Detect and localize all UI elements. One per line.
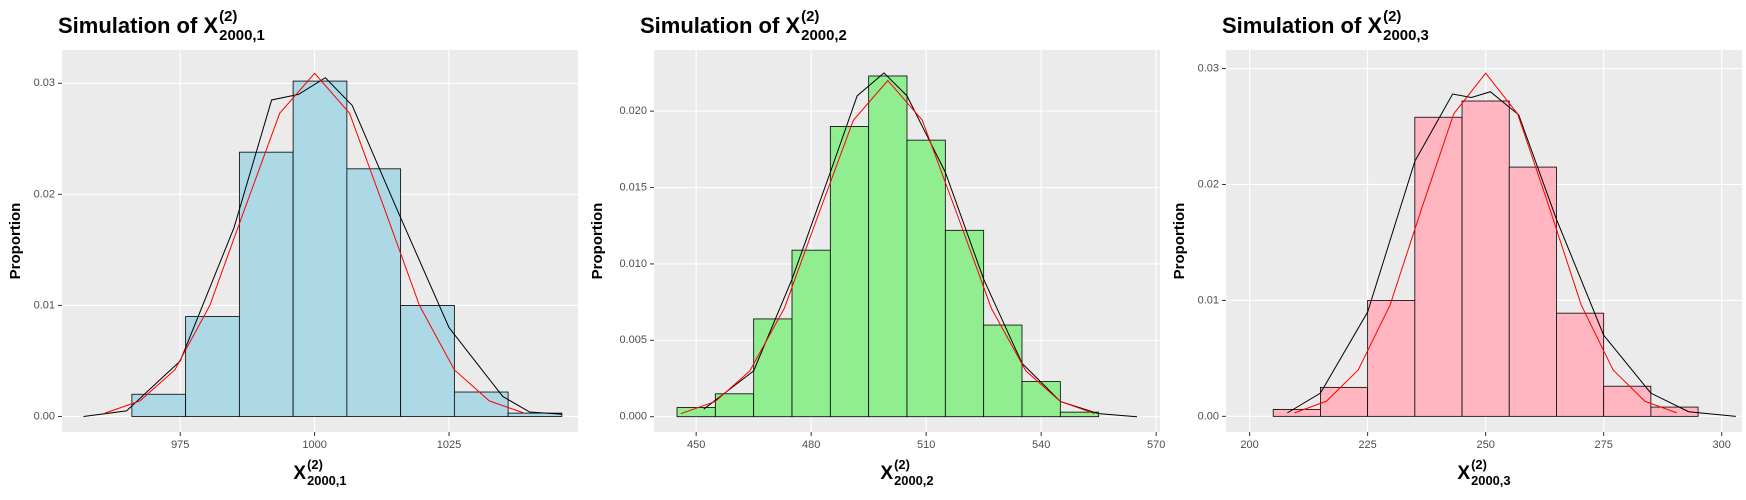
- y-tick-label: 0.015: [619, 181, 647, 193]
- x-axis-label-sup: (2): [1471, 457, 1487, 472]
- x-axis-label: X: [880, 463, 893, 484]
- y-tick-label: 0.01: [34, 299, 55, 311]
- x-tick-label: 540: [1032, 439, 1050, 451]
- bar: [944, 229, 985, 418]
- y-tick-label: 0.00: [1198, 410, 1219, 422]
- bar: [676, 407, 716, 418]
- bar: [983, 324, 1023, 418]
- chart-title-sup: (2): [219, 8, 237, 25]
- x-axis-label-sub: 2000,1: [307, 473, 346, 488]
- chart-title-sub: 2000,2: [801, 27, 847, 44]
- x-tick-label: 275: [1594, 439, 1612, 451]
- bar: [346, 168, 402, 417]
- chart-title-sup: (2): [801, 8, 819, 25]
- x-tick-label: 975: [171, 439, 189, 451]
- x-tick-label: 200: [1240, 439, 1258, 451]
- bar: [1414, 116, 1463, 417]
- chart-title: Simulation of X: [640, 13, 800, 38]
- y-axis-label: Proportion: [589, 203, 606, 280]
- bar: [1556, 312, 1605, 417]
- bar: [1603, 385, 1652, 417]
- x-axis-label-sub: 2000,2: [894, 473, 933, 488]
- x-axis-label: X: [293, 463, 306, 484]
- chart-title: Simulation of X: [58, 13, 218, 38]
- y-tick-label: 0.00: [34, 410, 55, 422]
- x-axis-label-sup: (2): [894, 457, 910, 472]
- bar: [714, 393, 755, 418]
- density-line: [680, 79, 1095, 415]
- y-axis-label: Proportion: [7, 203, 24, 280]
- x-axis-label: X: [1457, 463, 1470, 484]
- x-tick-label: 480: [802, 439, 820, 451]
- y-tick-label: 0.01: [1198, 294, 1219, 306]
- x-tick-label: 250: [1476, 439, 1494, 451]
- bar: [1059, 411, 1100, 418]
- bar: [1272, 408, 1321, 417]
- y-tick-label: 0.02: [34, 188, 55, 200]
- x-axis-label-sup: (2): [307, 457, 323, 472]
- y-tick-label: 0.020: [619, 105, 647, 117]
- y-tick-label: 0.005: [619, 334, 647, 346]
- bar: [906, 139, 946, 418]
- bar: [131, 393, 187, 417]
- x-tick-label: 570: [1147, 439, 1165, 451]
- bar: [1508, 166, 1557, 417]
- bar: [507, 412, 563, 417]
- x-tick-label: 510: [917, 439, 935, 451]
- x-tick-label: 225: [1358, 439, 1376, 451]
- chart-title: Simulation of X: [1222, 13, 1382, 38]
- chart-title-sub: 2000,1: [219, 27, 265, 44]
- bar: [1320, 386, 1369, 417]
- bar: [1367, 300, 1416, 417]
- bar: [868, 75, 908, 418]
- x-tick-label: 1025: [437, 439, 461, 451]
- y-tick-label: 0.03: [1198, 62, 1219, 74]
- bar: [292, 80, 348, 417]
- bar: [400, 305, 455, 417]
- y-tick-label: 0.02: [1198, 178, 1219, 190]
- x-tick-label: 450: [687, 439, 705, 451]
- y-tick-label: 0.000: [619, 411, 647, 423]
- x-axis-label-sub: 2000,3: [1471, 473, 1510, 488]
- x-tick-label: 1000: [302, 439, 326, 451]
- chart-title-sup: (2): [1383, 8, 1401, 25]
- y-tick-label: 0.03: [34, 77, 55, 89]
- y-axis-label: Proportion: [1171, 203, 1188, 280]
- bar: [753, 318, 793, 418]
- bar: [1021, 381, 1061, 418]
- density-line: [1294, 72, 1678, 414]
- chart-title-sub: 2000,3: [1383, 27, 1429, 44]
- density-line: [104, 72, 525, 414]
- y-tick-label: 0.010: [619, 258, 647, 270]
- bar: [185, 316, 240, 417]
- bar: [791, 249, 831, 418]
- bar: [1461, 100, 1510, 417]
- bar: [238, 151, 294, 417]
- bar: [829, 126, 870, 418]
- x-tick-label: 300: [1713, 439, 1731, 451]
- density-line: [1287, 91, 1736, 417]
